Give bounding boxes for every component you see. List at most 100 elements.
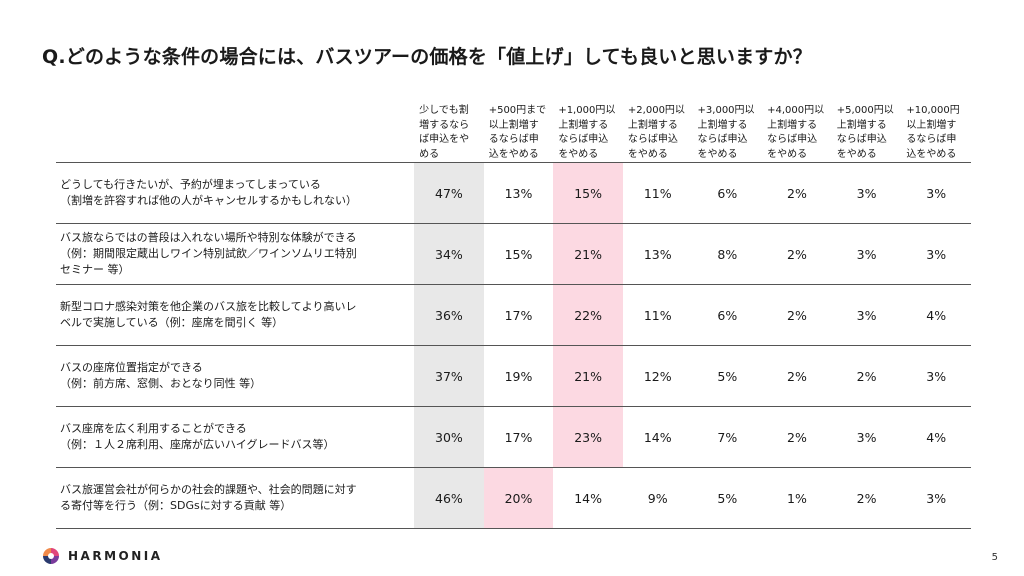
value-cell: 11% [622,162,693,224]
value-cell: 17% [483,284,554,346]
table-row: 新型コロナ感染対策を他企業のバス旅を比較してより高いレ ベルで実施している（例：座… [56,284,971,346]
table-row: バス旅ならではの普段は入れない場所や特別な体験ができる （例：期間限定蔵出しワイン… [56,223,971,285]
value-cell: 36% [414,284,484,346]
value-cell: 3% [901,345,971,407]
table-body: どうしても行きたいが、予約が埋まってしまっている （割増を許容すれば他の人がキャン… [56,162,971,529]
results-table: 少しでも割 増するなら ば申込をや める +500円まで 以上割増す るならば申 込をやめる… [56,100,971,529]
value-cell: 23% [553,406,623,468]
value-cell: 14% [553,467,623,529]
column-header-line: をやめる [697,148,738,160]
row-label-line: る寄付等を行う（例：SDGsに対する貢献 等） [60,499,292,512]
logo-text: HARMONIA [68,549,163,563]
column-header-line: をやめる [627,148,668,160]
row-label-line: 新型コロナ感染対策を他企業のバス旅を比較してより高いレ [60,300,357,314]
value-cell: 3% [901,467,971,529]
column-header: 少しでも割 増するなら ば申込をや める [414,100,484,163]
value-cell: 2% [762,162,832,224]
page-title: Q.どのような条件の場合には、バスツアーの価格を「値上げ」しても良いと思いますか… [42,46,812,68]
column-header-line: ならば申込 [558,134,609,145]
value-cell: 2% [762,345,832,407]
value-cell: 3% [901,223,971,285]
value-cell: 3% [831,223,902,285]
column-header-line: 上割増する [767,119,818,131]
value-cell: 6% [692,284,763,346]
column-header-line: 増するなら [419,119,470,131]
header-empty-cell [56,100,414,163]
column-header-line: 上割増する [697,119,748,131]
column-header-line: 上割増する [558,119,609,131]
column-header-line: ならば申込 [627,134,678,145]
row-label: どうしても行きたいが、予約が埋まってしまっている （割増を許容すれば他の人がキャン… [56,162,415,224]
column-header-line: +5,000円以 [836,105,894,116]
value-cell: 37% [414,345,484,407]
row-label: バス旅運営会社が何らかの社会的課題や、社会的問題に対す る寄付等を行う（例：SDG… [56,467,415,529]
row-label: バス座席を広く利用することができる （例：１人２席利用、座席が広いハイグレードバス… [56,406,415,468]
value-cell: 9% [622,467,693,529]
value-cell: 34% [414,223,484,285]
column-header-line: 込をやめる [906,148,957,160]
column-header-line: をやめる [558,148,599,160]
value-cell: 3% [901,162,971,224]
value-cell: 17% [483,406,554,468]
value-cell: 30% [414,406,484,468]
column-header-line: ば申込をや [419,134,470,145]
page-number: 5 [991,552,998,563]
row-label: 新型コロナ感染対策を他企業のバス旅を比較してより高いレ ベルで実施している（例：座… [56,284,415,346]
column-header-line: める [419,148,440,160]
value-cell: 19% [483,345,554,407]
value-cell: 11% [622,284,693,346]
column-header-line: +500円まで [488,105,547,116]
value-cell: 13% [483,162,554,224]
column-header-line: をやめる [836,148,877,160]
column-header: +500円まで 以上割増するならば申込をやめる [484,100,554,163]
value-cell: 1% [762,467,832,529]
column-header-line: ならば申込 [767,134,818,145]
value-cell: 15% [553,162,623,224]
column-header-line: ならば申込 [836,134,887,145]
row-label-line: セミナー 等） [60,262,130,276]
results-table-container: 少しでも割 増するなら ば申込をや める +500円まで 以上割増す るならば申 込をやめる… [56,100,971,529]
column-header-line: +10,000円 [906,105,960,116]
value-cell: 5% [692,345,763,407]
column-header-line: +1,000円以 [558,105,616,116]
value-cell: 4% [901,284,971,346]
table-row: バスの座席位置指定ができる （例：前方席、窓側、おとなり同性 等） 37% 19% 21… [56,345,971,407]
row-label-line: （例：期間限定蔵出しワイン特別試飲／ワインソムリエ特別 [60,247,357,261]
header-row: 少しでも割 増するなら ば申込をや める +500円まで 以上割増す るならば申 込をやめる… [56,100,971,163]
table-row: バス座席を広く利用することができる （例：１人２席利用、座席が広いハイグレードバス… [56,406,971,468]
column-header: +4,000円以 上割増するならば申込をやめる [762,100,832,163]
column-header: +2,000円以 上割増する ならば申込 をやめる [623,100,693,163]
value-cell: 6% [692,162,763,224]
column-header-line: +4,000円以 [767,105,825,116]
column-header-line: 込をやめる [488,148,539,160]
column-header-line: ならば申込 [697,134,748,145]
value-cell: 7% [692,406,763,468]
footer-logo: HARMONIA [42,547,163,565]
value-cell: 21% [553,223,623,285]
row-label-line: （例：前方席、窓側、おとなり同性 等） [60,377,262,390]
value-cell: 21% [553,345,623,407]
column-header-line: 上割増する [836,119,887,131]
column-header-line: るならば申 [488,134,539,145]
value-cell: 3% [831,406,902,468]
column-header-line: 以上割増す [488,119,539,131]
column-header: +1,000円以 上割増するならば申込をやめる [553,100,623,163]
value-cell: 2% [831,345,902,407]
value-cell: 46% [414,467,484,529]
row-label-line: バス旅ならではの普段は入れない場所や特別な体験ができる [60,231,357,245]
row-label-line: （例：１人２席利用、座席が広いハイグレードバス等） [60,438,335,451]
value-cell: 5% [692,467,763,529]
column-header-line: 上割増する [627,119,678,131]
row-label-line: ベルで実施している（例：座席を間引く 等） [60,316,284,329]
value-cell: 20% [483,467,554,529]
column-header-line: をやめる [767,148,808,160]
table-row: どうしても行きたいが、予約が埋まってしまっている （割増を許容すれば他の人がキャン… [56,162,971,224]
row-label-line: バス旅運営会社が何らかの社会的課題や、社会的問題に対す [60,483,357,497]
column-header-line: +3,000円以 [697,105,755,116]
value-cell: 22% [553,284,623,346]
column-header: +5,000円以 上割増するならば申込をやめる [832,100,902,163]
value-cell: 8% [692,223,763,285]
value-cell: 4% [901,406,971,468]
value-cell: 13% [622,223,693,285]
value-cell: 15% [483,223,554,285]
